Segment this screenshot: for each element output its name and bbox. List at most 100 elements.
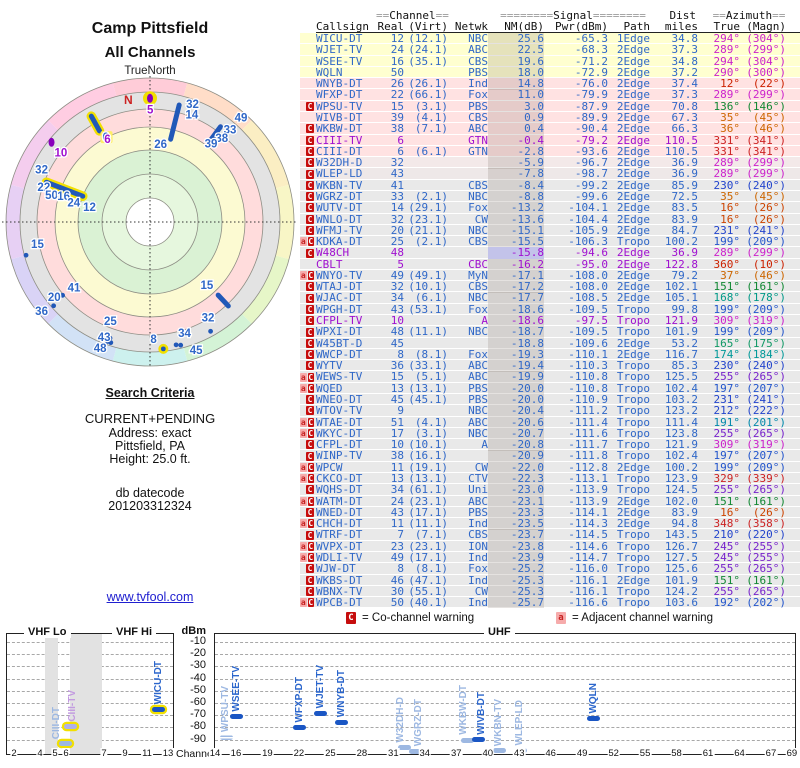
cell-callsign[interactable]: WNYO-TV xyxy=(316,268,363,282)
cell-virtual-channel: (23.1) xyxy=(408,539,448,553)
cell-callsign[interactable]: WIVB-DT xyxy=(316,110,363,124)
cell-callsign[interactable]: WFMJ-TV xyxy=(316,223,363,237)
cell-power: -106.3 xyxy=(568,235,608,249)
cell-callsign[interactable]: WEWS-TV xyxy=(316,370,363,384)
radar-azimuth-rim-segment xyxy=(275,184,294,260)
warning-cell: C xyxy=(300,281,316,292)
cell-power: -113.9 xyxy=(568,494,608,508)
cell-callsign[interactable]: WWCP-DT xyxy=(316,347,363,361)
cell-azimuth-magnetic: (255°) xyxy=(746,539,786,553)
cell-callsign[interactable]: WPCB-DT xyxy=(316,596,363,610)
radar-channel-label: 8 xyxy=(150,334,157,346)
cell-callsign[interactable]: WJW-DT xyxy=(316,562,356,576)
cell-callsign[interactable]: WVPX-DT xyxy=(316,539,363,553)
cell-callsign[interactable]: CKCO-DT xyxy=(316,471,363,485)
cell-path: 2Edge xyxy=(616,189,650,203)
cell-callsign[interactable]: WTRF-DT xyxy=(316,528,363,542)
warning-cell xyxy=(300,56,316,67)
cell-callsign[interactable]: WPSU-TV xyxy=(316,99,363,113)
cell-callsign[interactable]: CIII-DT xyxy=(316,144,363,158)
cell-callsign[interactable]: WKBN-TV xyxy=(316,178,363,192)
cell-callsign[interactable]: WNED-DT xyxy=(316,505,363,519)
cell-callsign[interactable]: WNYB-DT xyxy=(316,77,363,91)
cell-callsign[interactable]: WKYC-DT xyxy=(316,426,363,440)
cell-callsign[interactable]: CIII-TV xyxy=(316,133,363,147)
cell-callsign[interactable]: CBLT xyxy=(316,257,343,271)
cell-callsign[interactable]: WTAJ-DT xyxy=(316,280,363,294)
table-row-WTAJ-DT: C WTAJ-DT 32 (10.1) CBS -17.2 -108.0 2Edge 102.1… xyxy=(300,280,800,294)
table-row-W45BT-D: C W45BT-D 45 -18.8 -109.6 2Edge 53.2 165° (175°) xyxy=(300,336,800,350)
cell-callsign[interactable]: WKBS-DT xyxy=(316,573,363,587)
table-row-WFMJ-TV: C WFMJ-TV 20 (21.1) NBC -15.1 -105.9 2Edge 84.7 2… xyxy=(300,223,800,237)
cell-callsign[interactable]: WNLO-DT xyxy=(316,212,363,226)
cell-callsign[interactable]: WDLI-TV xyxy=(316,550,363,564)
co-channel-warning-icon: C xyxy=(306,169,314,179)
cell-callsign[interactable]: WINP-TV xyxy=(316,449,363,463)
cell-callsign[interactable]: WLEP-LD xyxy=(316,167,363,181)
cell-noise-margin: -23.0 xyxy=(488,484,544,496)
cell-callsign[interactable]: WSEE-TV xyxy=(316,54,363,68)
cell-callsign[interactable]: WICU-DT xyxy=(316,32,363,45)
cell-callsign[interactable]: CHCH-DT xyxy=(316,517,363,531)
cell-network: Ind xyxy=(468,550,488,564)
cell-power: -113.9 xyxy=(568,483,608,497)
cell-power: -79.2 xyxy=(574,133,608,147)
cell-path: Tropo xyxy=(616,539,650,553)
cell-distance: 83.9 xyxy=(671,212,699,226)
cell-callsign[interactable]: WGRZ-DT xyxy=(316,189,363,203)
cell-callsign[interactable]: CFPL-DT xyxy=(316,438,363,452)
cell-callsign[interactable]: WQED xyxy=(316,381,343,395)
cell-callsign[interactable]: W32DH-D xyxy=(316,156,363,170)
warning-cell: C xyxy=(300,123,316,134)
cell-distance: 34.8 xyxy=(671,54,699,68)
cell-callsign[interactable]: WKBW-DT xyxy=(316,122,363,136)
cell-callsign[interactable]: WQLN xyxy=(316,65,343,79)
co-channel-warning-icon: C xyxy=(306,586,314,596)
cell-azimuth-magnetic: (209°) xyxy=(746,325,786,339)
cell-callsign[interactable]: WPCW xyxy=(316,460,343,474)
cell-power: -89.9 xyxy=(574,110,608,124)
radar-channel-label: 48 xyxy=(94,343,107,355)
tvfool-link[interactable]: www.tvfool.com xyxy=(106,590,194,604)
cell-callsign[interactable]: WNEO-DT xyxy=(316,393,363,406)
cell-callsign[interactable]: WJAC-DT xyxy=(316,291,363,305)
warning-cell: C xyxy=(300,214,316,225)
cell-callsign[interactable]: CFPL-TV xyxy=(316,314,363,328)
radar-channel-label: 6 xyxy=(104,134,110,146)
radar-channel-label: 33 xyxy=(224,124,237,136)
cell-noise-margin: -20.0 xyxy=(488,382,544,394)
spectrum-bar-W32DH-D xyxy=(398,745,412,751)
cell-callsign[interactable]: W45BT-D xyxy=(316,336,363,350)
cell-distance: 72.5 xyxy=(671,189,699,203)
spectrum-bar-label: WICU-DT xyxy=(152,661,164,705)
spectrum-bar-WIVB-DT xyxy=(471,736,485,742)
search-criteria-height: Height: 25.0 ft. xyxy=(109,452,191,466)
cell-callsign[interactable]: KDKA-DT xyxy=(316,235,363,249)
cell-azimuth-true: 231° xyxy=(713,223,741,237)
cell-azimuth-magnetic: (175°) xyxy=(746,336,786,350)
cell-callsign[interactable]: WYTV xyxy=(316,359,343,373)
cell-real-channel: 15 xyxy=(390,99,404,113)
cell-distance: 37.2 xyxy=(671,65,699,79)
cell-distance: 85.9 xyxy=(671,178,699,192)
cell-callsign[interactable]: WUTV-DT xyxy=(316,201,363,215)
cell-callsign[interactable]: WPGH-DT xyxy=(316,302,363,316)
cell-callsign[interactable]: W48CH xyxy=(316,246,350,260)
table-group-header: ==Channel== ========Signal======== Dist … xyxy=(300,10,800,21)
x-tick-label: 2 xyxy=(10,748,18,759)
cell-callsign[interactable]: WBNX-TV xyxy=(316,584,363,598)
cell-distance: 36.9 xyxy=(671,167,699,181)
cell-callsign[interactable]: WTAE-DT xyxy=(316,415,363,429)
cell-callsign[interactable]: WPXI-DT xyxy=(316,325,363,339)
adjacent-channel-warning-icon: a xyxy=(300,271,307,281)
co-channel-warning-icon: C xyxy=(306,203,314,213)
cell-callsign[interactable]: WTOV-TV xyxy=(316,404,363,418)
cell-callsign[interactable]: WJET-TV xyxy=(316,43,363,57)
cell-callsign[interactable]: WATM-DT xyxy=(316,494,363,508)
cell-callsign[interactable]: WQHS-DT xyxy=(316,483,363,497)
warning-cell: C xyxy=(300,180,316,191)
radar-channel-label: 43 xyxy=(98,332,111,344)
cell-callsign[interactable]: WFXP-DT xyxy=(316,88,363,102)
cell-power: -109.6 xyxy=(568,336,608,350)
